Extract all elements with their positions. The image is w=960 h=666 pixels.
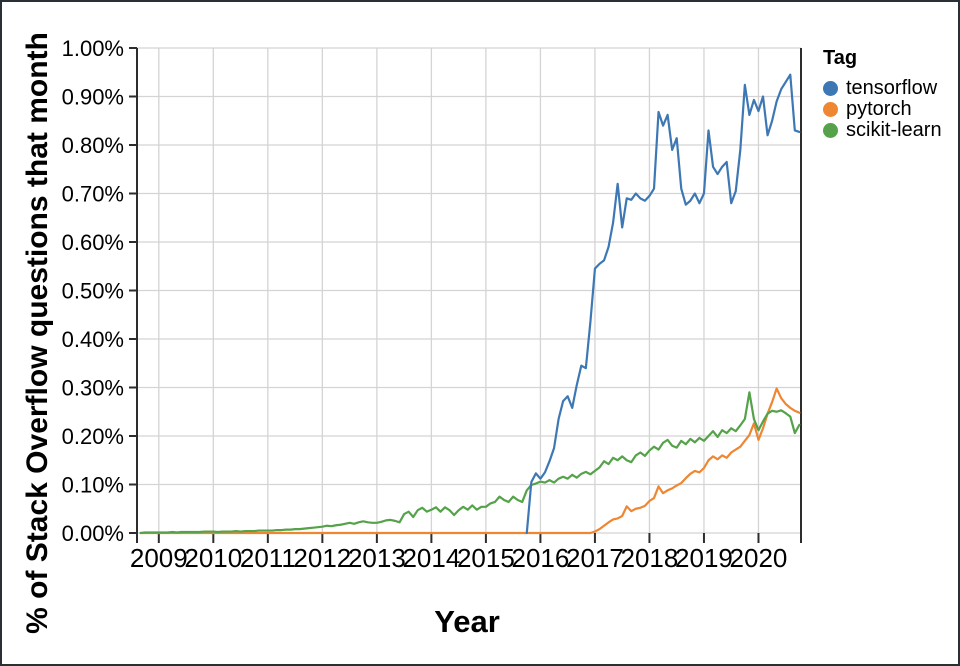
x-tick-label: 2016 [511, 543, 569, 573]
legend-item-tensorflow: tensorflow [823, 77, 955, 99]
legend-label: tensorflow [846, 77, 938, 99]
x-tick-label: 2012 [293, 543, 351, 573]
y-tick-label: 0.00% [62, 521, 124, 546]
y-tick-label: 0.70% [62, 182, 124, 207]
legend-item-scikit-learn: scikit-learn [823, 119, 955, 141]
legend: Tag tensorflow pytorch scikit-learn [823, 46, 955, 141]
y-tick-label: 0.50% [62, 279, 124, 304]
y-tick-label: 0.40% [62, 327, 124, 352]
series-line-scikit-learn [139, 391, 801, 535]
series-line-pytorch [139, 387, 801, 535]
legend-item-pytorch: pytorch [823, 98, 955, 120]
legend-title: Tag [823, 47, 858, 69]
x-tick-label: 2010 [184, 543, 242, 573]
legend-items: tensorflow pytorch scikit-learn [823, 77, 955, 141]
x-tick-label: 2019 [675, 543, 733, 573]
legend-swatch-scikit-learn [823, 123, 838, 138]
x-axis-title: Year [434, 604, 500, 639]
x-tick-label: 2009 [130, 543, 188, 573]
legend-label: pytorch [846, 98, 912, 120]
x-tick-label: 2017 [566, 543, 624, 573]
legend-swatch-tensorflow [823, 81, 838, 96]
y-tick-label: 0.90% [62, 85, 124, 110]
series-line-tensorflow [525, 73, 801, 535]
y-tick-label: 0.10% [62, 473, 124, 498]
x-tick-label: 2011 [240, 543, 296, 573]
y-tick-label: 0.60% [62, 230, 124, 255]
y-tick-label: 0.20% [62, 424, 124, 449]
x-tick-label: 2013 [348, 543, 406, 573]
x-tick-label: 2014 [402, 543, 460, 573]
x-tick-label: 2020 [730, 543, 788, 573]
x-tick-label: 2018 [621, 543, 679, 573]
legend-label: scikit-learn [846, 119, 942, 141]
y-tick-label: 0.30% [62, 376, 124, 401]
y-tick-label: 0.80% [62, 133, 124, 158]
x-tick-label: 2015 [457, 543, 515, 573]
legend-swatch-pytorch [823, 102, 838, 117]
y-tick-label: 1.00% [62, 36, 124, 61]
